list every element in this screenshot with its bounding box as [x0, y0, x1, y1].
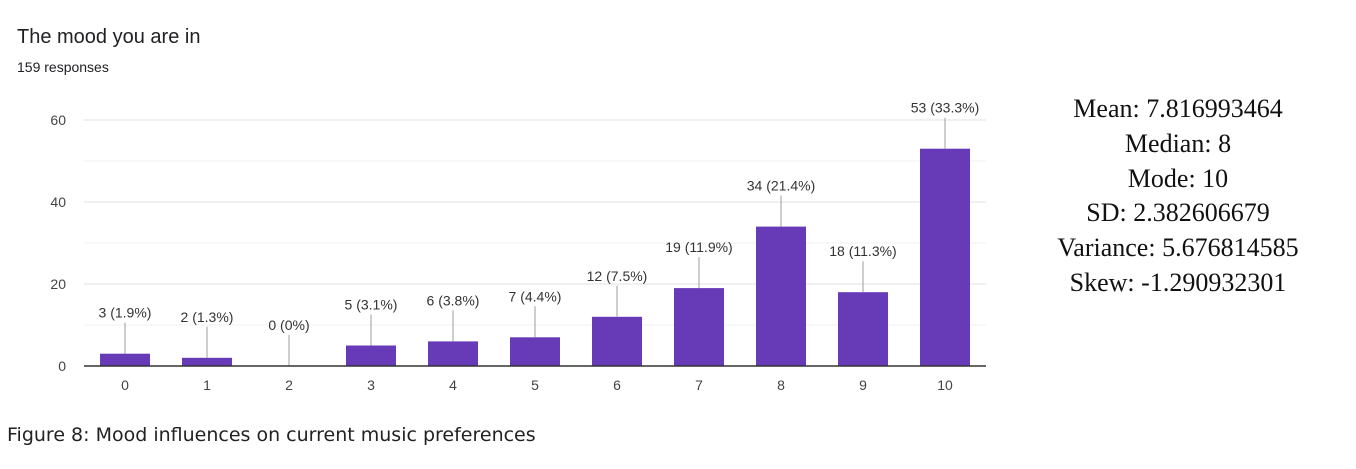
- bar: [182, 357, 232, 366]
- x-tick-label: 0: [121, 377, 129, 393]
- bar: [592, 316, 642, 366]
- bar: [674, 288, 724, 366]
- bar: [428, 341, 478, 366]
- data-label: 7 (4.4%): [509, 288, 562, 304]
- data-label: 5 (3.1%): [345, 297, 398, 313]
- response-count: 159 responses: [17, 59, 109, 75]
- stat-sd: SD: 2.382606679: [1086, 198, 1270, 228]
- bar-chart: 0 20 40 60 3 (1.9%) 0 2 (1.3%) 1 0 (0%) 2 5 (3.1%)…: [50, 100, 986, 393]
- bar: [838, 292, 888, 366]
- y-tick-label: 60: [50, 112, 66, 128]
- data-label: 34 (21.4%): [747, 178, 815, 194]
- x-tick-label: 10: [937, 377, 953, 393]
- summary-statistics: Mean: 7.816993464 Median: 8 Mode: 10 SD:…: [1030, 92, 1326, 301]
- data-label: 3 (1.9%): [99, 305, 152, 321]
- x-tick-label: 3: [367, 377, 375, 393]
- stat-skew: Skew: -1.290932301: [1069, 267, 1287, 297]
- y-tick-label: 40: [50, 194, 66, 210]
- stat-mode: Mode: 10: [1127, 163, 1229, 193]
- data-label: 18 (11.3%): [829, 243, 896, 259]
- chart-title: The mood you are in: [17, 26, 201, 48]
- stat-variance: Variance: 5.676814585: [1057, 233, 1299, 263]
- bar: [346, 345, 396, 366]
- x-tick-label: 5: [531, 377, 539, 393]
- bar: [756, 226, 806, 366]
- data-label: 0 (0%): [268, 317, 309, 333]
- data-label: 19 (11.9%): [665, 239, 732, 255]
- x-tick-label: 6: [613, 377, 621, 393]
- x-tick-label: 1: [203, 377, 211, 393]
- data-label: 6 (3.8%): [427, 292, 480, 308]
- bar: [920, 148, 970, 366]
- data-label: 2 (1.3%): [181, 309, 234, 325]
- bar: [510, 337, 560, 366]
- y-tick-label: 0: [58, 358, 66, 374]
- stat-mean: Mean: 7.816993464: [1073, 94, 1283, 123]
- x-tick-label: 8: [777, 377, 785, 393]
- figure-caption: Figure 8: Mood influences on current mus…: [7, 424, 536, 446]
- bar: [100, 353, 150, 366]
- data-label: 12 (7.5%): [587, 268, 648, 284]
- x-tick-label: 9: [859, 377, 867, 393]
- x-tick-label: 2: [285, 377, 293, 393]
- x-tick-label: 7: [695, 377, 703, 393]
- y-tick-label: 20: [50, 276, 66, 292]
- x-tick-label: 4: [449, 377, 457, 393]
- data-label: 53 (33.3%): [911, 100, 979, 116]
- stat-median: Median: 8: [1124, 128, 1232, 158]
